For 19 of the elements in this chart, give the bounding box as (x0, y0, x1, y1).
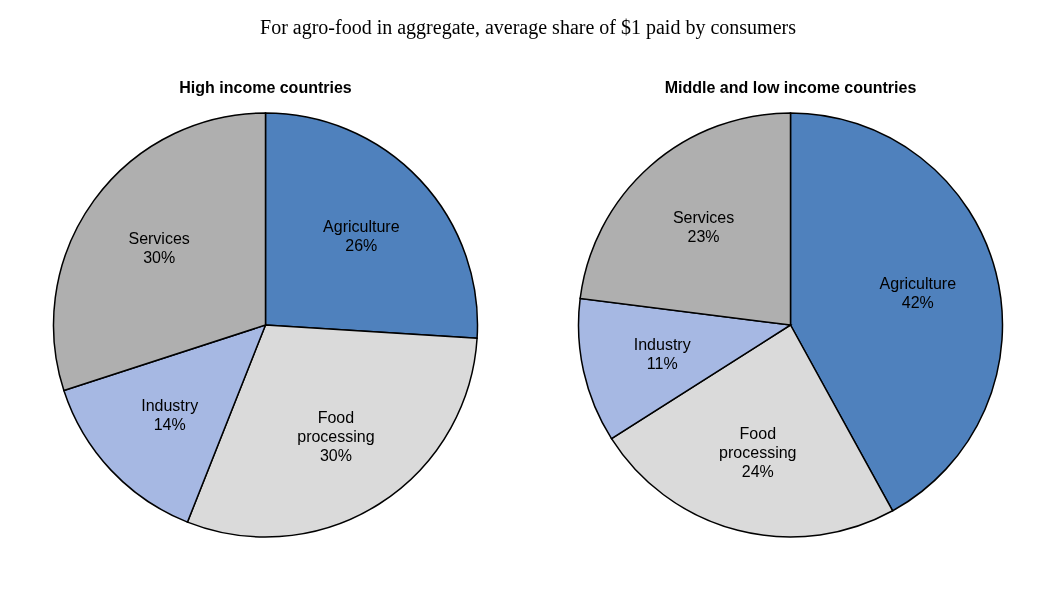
slice-label: Agriculture (323, 217, 400, 235)
slice-label: Industry (633, 335, 691, 353)
data-label: 26% (345, 236, 378, 254)
data-label: 30% (319, 446, 352, 464)
text: For agro-food in aggregate, average share of $1 paid by consumers (259, 15, 797, 41)
slice-label: Agriculture (879, 274, 957, 292)
slice-label: Food processing (297, 408, 375, 445)
data-label: 23% (687, 227, 720, 245)
data-label: 24% (741, 462, 774, 480)
slice-label: Services (128, 229, 190, 247)
chart-title: High income countries (179, 78, 352, 98)
data-label: 42% (901, 293, 934, 311)
data-label: 14% (153, 415, 186, 433)
slice-label: Industry (141, 396, 199, 414)
data-label: 11% (646, 354, 678, 372)
chart-title: Middle and low income countries (664, 78, 917, 98)
data-label: 30% (143, 248, 176, 266)
slice-label: Food processing (719, 424, 797, 461)
slice-label: Services (672, 208, 735, 226)
